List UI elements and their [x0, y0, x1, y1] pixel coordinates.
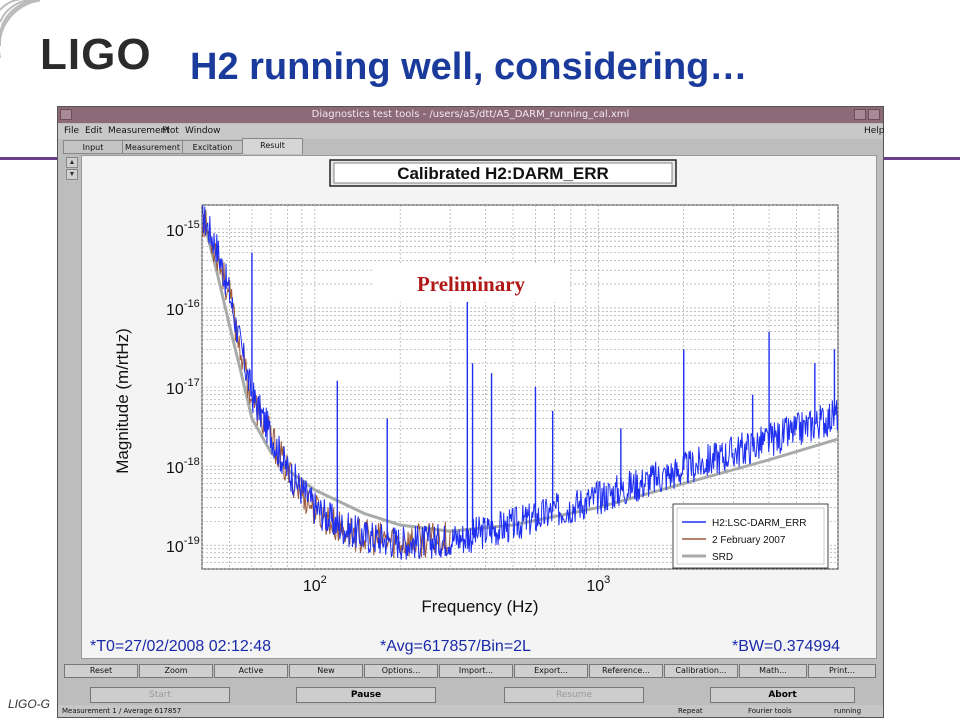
menubar: File Edit Measurement Plot Window Help [58, 124, 885, 139]
menu-plot[interactable]: Plot [162, 126, 179, 136]
statusbar-repeat: Repeat [678, 707, 703, 715]
y-tick-label: 10-16 [166, 298, 200, 319]
statusbar-tools: Fourier tools [748, 707, 792, 715]
legend-label: 2 February 2007 [712, 535, 786, 546]
tab-input[interactable]: Input [63, 140, 123, 154]
window-menu-icon[interactable] [60, 109, 72, 120]
divider-line-left [0, 157, 60, 160]
y-tick-label: 10-15 [166, 219, 200, 240]
zoom-button[interactable]: Zoom [139, 664, 213, 678]
menu-help[interactable]: Help [864, 126, 885, 136]
preliminary-box [374, 264, 568, 302]
math-button[interactable]: Math... [739, 664, 807, 678]
y-tick-label: 10-19 [166, 535, 200, 556]
scroll-down-icon[interactable]: ▼ [66, 169, 78, 180]
legend-label: H2:LSC-DARM_ERR [712, 518, 806, 529]
statusbar-state: running [834, 707, 862, 715]
y-tick-label: 10-18 [166, 456, 200, 477]
legend-label: SRD [712, 552, 733, 563]
ligo-logo-arcs [0, 0, 40, 58]
scroll-up-icon[interactable]: ▲ [66, 157, 78, 168]
menu-edit[interactable]: Edit [85, 126, 103, 136]
tab-result[interactable]: Result [242, 138, 303, 154]
slide-footer: LIGO-G [8, 697, 51, 711]
tab-measurement[interactable]: Measurement [122, 140, 183, 154]
chart-title: Calibrated H2:DARM_ERR [397, 164, 609, 183]
preliminary-label: Preliminary [417, 272, 526, 296]
import-button[interactable]: Import... [439, 664, 513, 678]
reset-button[interactable]: Reset [64, 664, 138, 678]
x-tick-label: 103 [586, 574, 610, 595]
slide-title: H2 running well, considering… [190, 46, 748, 88]
t0-value: *T0=27/02/2008 02:12:48 [90, 638, 272, 655]
maximize-icon[interactable] [868, 109, 880, 120]
reference-button[interactable]: Reference... [589, 664, 663, 678]
menu-file[interactable]: File [64, 126, 80, 136]
plot-panel: Calibrated H2:DARM_ERR 10-15 10-16 10-17 10… [81, 155, 877, 659]
minimize-icon[interactable] [854, 109, 866, 120]
statusbar-measurement: Measurement 1 / Average 617857 [62, 707, 182, 715]
avg-value: *Avg=617857/Bin=2L [380, 638, 531, 655]
y-tick-label: 10-17 [166, 377, 200, 398]
window-title: Diagnostics test tools - /users/a5/dtt/A… [311, 109, 630, 120]
series-srd-line [202, 214, 838, 533]
calibration-button[interactable]: Calibration... [664, 664, 738, 678]
window-titlebar[interactable]: Diagnostics test tools - /users/a5/dtt/A… [58, 107, 883, 123]
print-button[interactable]: Print... [808, 664, 876, 678]
series-h2-darm-line [202, 205, 838, 560]
menu-window[interactable]: Window [185, 126, 221, 136]
chart-legend: H2:LSC-DARM_ERR 2 February 2007 SRD [672, 503, 829, 569]
bw-value: *BW=0.374994 [732, 638, 841, 655]
resume-button[interactable]: Resume [504, 687, 644, 703]
x-tick-label: 102 [303, 574, 327, 595]
abort-button[interactable]: Abort [710, 687, 855, 703]
spectrum-chart[interactable]: Calibrated H2:DARM_ERR 10-1510-1610-1710… [82, 156, 876, 636]
statusbar: Measurement 1 / Average 617857 Repeat Fo… [58, 705, 883, 717]
export-button[interactable]: Export... [514, 664, 588, 678]
start-button[interactable]: Start [90, 687, 230, 703]
ligo-logo: LIGO [40, 30, 152, 79]
pause-button[interactable]: Pause [296, 687, 436, 703]
tick-labels: 10-15 10-16 10-17 10-18 10-19 102 103 [166, 219, 610, 595]
divider-line-right [884, 157, 960, 160]
menu-measurement[interactable]: Measurement [108, 126, 170, 136]
x-axis-label: Frequency (Hz) [421, 597, 538, 616]
y-axis-label: Magnitude (m/rtHz) [113, 328, 132, 473]
new-button[interactable]: New [289, 664, 363, 678]
options-button[interactable]: Options... [364, 664, 438, 678]
series-layer [202, 205, 838, 560]
active-button[interactable]: Active [214, 664, 288, 678]
tab-excitation[interactable]: Excitation [182, 140, 243, 154]
dtt-window: Diagnostics test tools - /users/a5/dtt/A… [57, 106, 885, 718]
